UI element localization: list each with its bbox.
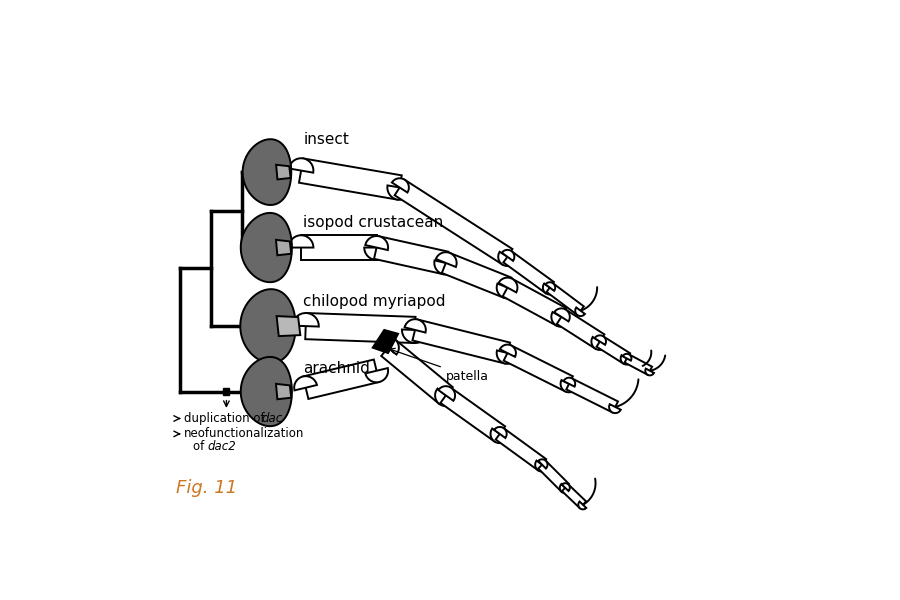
Polygon shape (435, 260, 457, 275)
Polygon shape (303, 359, 379, 399)
Polygon shape (276, 316, 301, 336)
Polygon shape (538, 461, 569, 491)
Text: patella: patella (390, 349, 489, 383)
Polygon shape (536, 461, 548, 472)
Text: arachnid: arachnid (303, 361, 370, 376)
Polygon shape (625, 355, 652, 375)
Text: dac2: dac2 (207, 440, 236, 453)
Polygon shape (292, 313, 319, 326)
Polygon shape (392, 178, 409, 193)
Polygon shape (382, 340, 453, 404)
Polygon shape (496, 428, 546, 470)
Polygon shape (402, 329, 428, 343)
Polygon shape (560, 484, 569, 493)
Polygon shape (405, 319, 426, 332)
Polygon shape (435, 389, 454, 406)
Polygon shape (440, 388, 505, 442)
Polygon shape (502, 250, 515, 261)
Polygon shape (364, 248, 389, 260)
Text: dac: dac (261, 412, 283, 425)
Text: insect: insect (303, 132, 349, 147)
Text: isopod crustacean: isopod crustacean (303, 215, 444, 230)
Polygon shape (497, 284, 518, 298)
Polygon shape (591, 337, 607, 350)
Bar (223, 388, 230, 395)
Polygon shape (609, 404, 621, 413)
Polygon shape (562, 484, 586, 508)
Polygon shape (442, 253, 511, 298)
Polygon shape (623, 354, 632, 361)
Polygon shape (597, 336, 630, 364)
Polygon shape (504, 346, 572, 391)
Polygon shape (499, 252, 515, 266)
Polygon shape (491, 428, 508, 443)
Polygon shape (566, 379, 618, 412)
Polygon shape (562, 483, 570, 491)
Polygon shape (503, 251, 554, 293)
Polygon shape (373, 330, 398, 353)
Text: of: of (194, 440, 208, 453)
Polygon shape (387, 185, 412, 200)
Polygon shape (276, 384, 292, 399)
Polygon shape (299, 158, 401, 200)
Polygon shape (276, 165, 291, 179)
Polygon shape (305, 313, 416, 343)
Polygon shape (561, 380, 577, 392)
Text: chilopod myriapod: chilopod myriapod (303, 294, 446, 309)
Polygon shape (243, 139, 292, 205)
Text: Fig. 11: Fig. 11 (176, 479, 238, 497)
Polygon shape (645, 368, 654, 376)
Polygon shape (438, 386, 455, 401)
Polygon shape (289, 158, 313, 173)
Polygon shape (302, 235, 376, 260)
Polygon shape (289, 235, 313, 248)
Polygon shape (365, 368, 388, 382)
Polygon shape (294, 376, 317, 391)
Polygon shape (575, 307, 585, 316)
Text: duplication of: duplication of (184, 412, 268, 425)
Polygon shape (241, 357, 292, 426)
Polygon shape (595, 335, 606, 345)
Polygon shape (500, 344, 516, 357)
Polygon shape (365, 236, 388, 250)
Polygon shape (546, 283, 584, 315)
Polygon shape (545, 282, 555, 291)
Polygon shape (494, 427, 507, 438)
Polygon shape (579, 502, 586, 509)
Polygon shape (412, 319, 510, 364)
Polygon shape (503, 279, 566, 326)
Polygon shape (538, 460, 547, 469)
Polygon shape (436, 252, 456, 267)
Polygon shape (395, 180, 512, 265)
Polygon shape (543, 284, 555, 295)
Polygon shape (552, 312, 570, 327)
Polygon shape (374, 236, 448, 274)
Polygon shape (240, 289, 296, 363)
Polygon shape (499, 278, 517, 292)
Polygon shape (563, 377, 575, 386)
Polygon shape (621, 355, 632, 365)
Polygon shape (497, 350, 518, 364)
Polygon shape (380, 337, 399, 355)
Text: neofunctionalization: neofunctionalization (184, 427, 304, 440)
Polygon shape (241, 213, 292, 282)
Polygon shape (276, 240, 292, 255)
Polygon shape (557, 310, 605, 349)
Polygon shape (554, 308, 570, 322)
